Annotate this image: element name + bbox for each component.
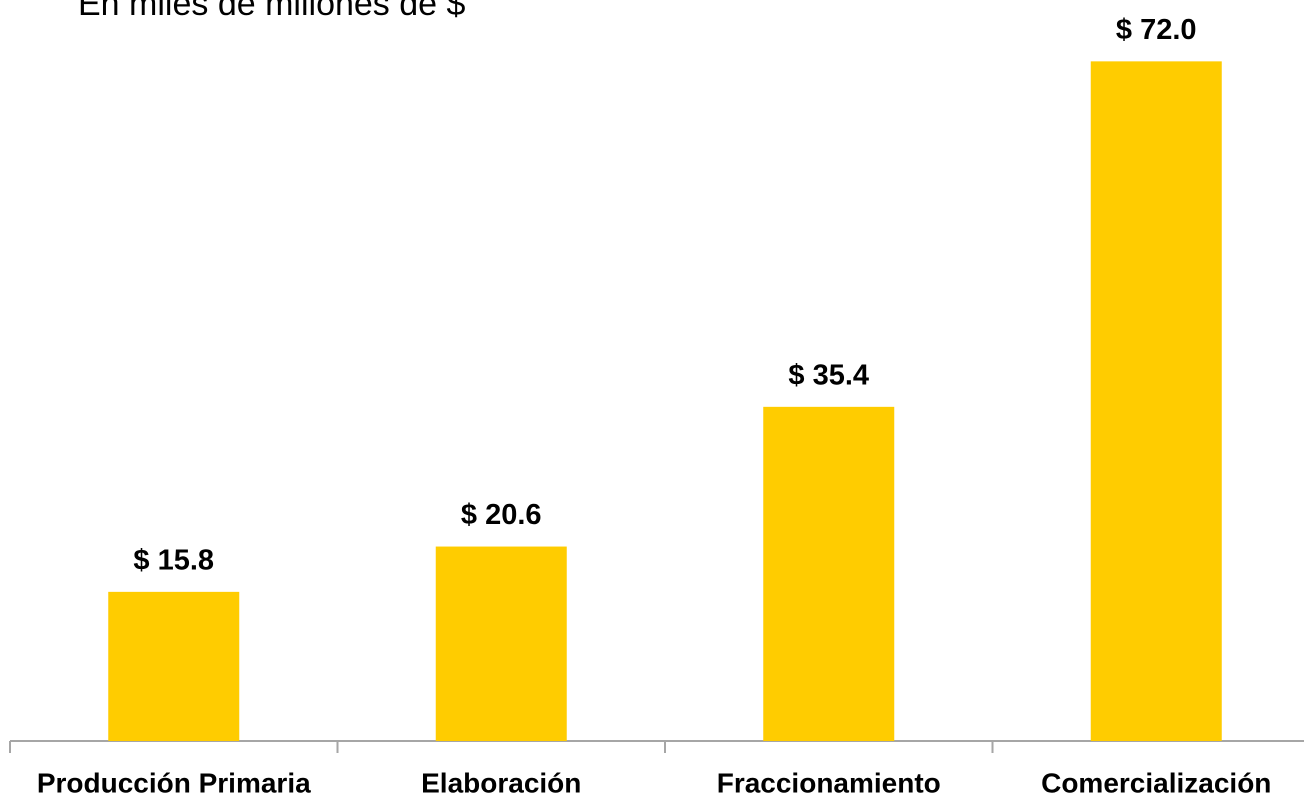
bar (1090, 61, 1222, 741)
value-label: $ 15.8 (133, 545, 214, 577)
bar (435, 546, 567, 741)
x-tick-label: Producción Primaria (37, 767, 311, 798)
value-label: $ 72.0 (1116, 14, 1197, 46)
bar (108, 591, 240, 741)
x-tick-label: Comercialización (1041, 767, 1271, 798)
bar (763, 406, 895, 741)
x-tick-label: Elaboración (421, 767, 581, 798)
chart-subtitle: En miles de millones de $ (78, 0, 466, 23)
value-label: $ 35.4 (788, 359, 869, 391)
value-label: $ 20.6 (461, 499, 542, 531)
x-tick-label: Fraccionamiento (717, 767, 941, 798)
